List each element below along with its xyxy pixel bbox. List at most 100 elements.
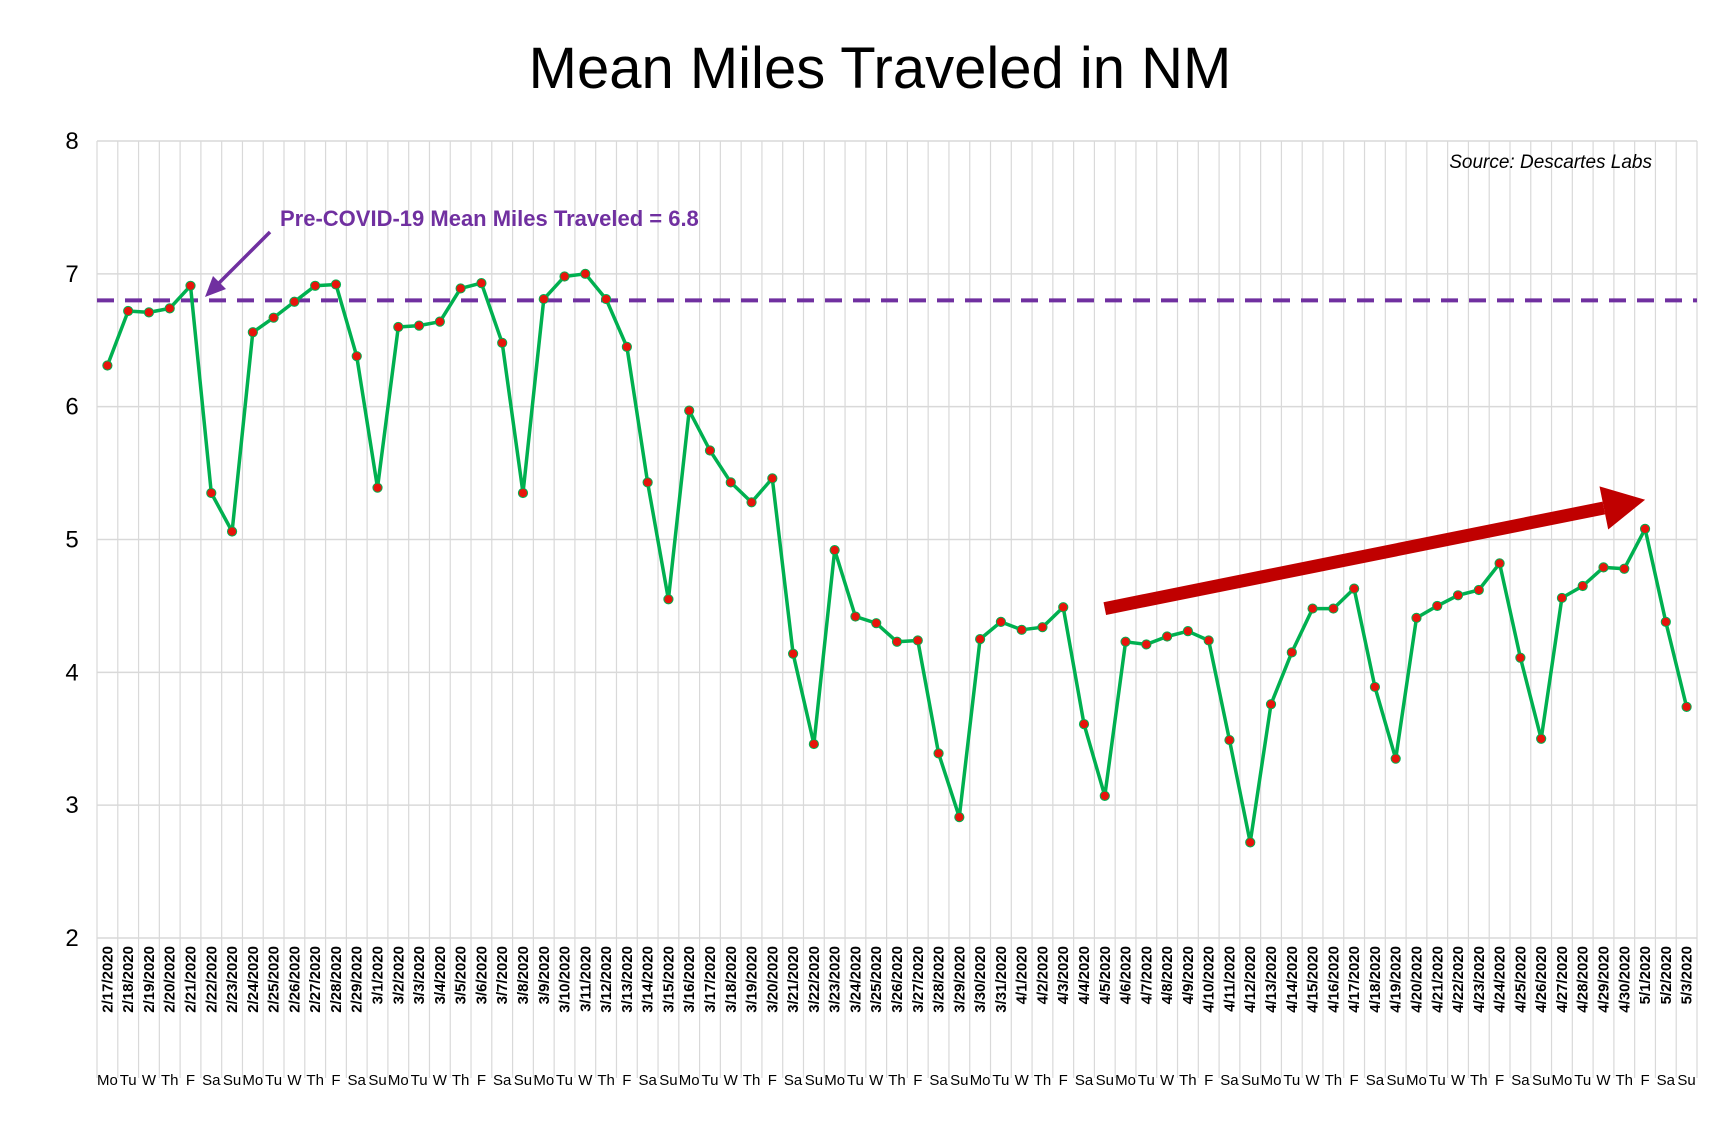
x-tick-label: 3/11/2020 bbox=[577, 946, 594, 1012]
data-point bbox=[1411, 612, 1422, 623]
data-point bbox=[1307, 603, 1318, 614]
x-tick-label: 4/4/2020 bbox=[1076, 946, 1093, 1004]
x-tick-label: 4/14/2020 bbox=[1284, 946, 1301, 1013]
x-tick-label: 3/14/2020 bbox=[640, 946, 657, 1013]
data-point bbox=[580, 268, 591, 279]
day-tick-label: W bbox=[433, 1072, 448, 1089]
day-tick-label: Mo bbox=[1261, 1072, 1282, 1089]
data-point bbox=[351, 351, 362, 362]
data-point bbox=[393, 321, 404, 333]
day-tick-label: Su bbox=[1096, 1072, 1114, 1089]
x-tick-label: 4/19/2020 bbox=[1388, 946, 1405, 1013]
data-point bbox=[123, 305, 134, 317]
day-tick-label: Th bbox=[1616, 1072, 1634, 1089]
data-point bbox=[725, 477, 736, 488]
trend-arrow-shaft bbox=[1103, 501, 1606, 615]
x-tick-label: 3/18/2020 bbox=[723, 946, 740, 1013]
x-tick-label: 4/25/2020 bbox=[1512, 946, 1529, 1013]
data-point bbox=[1494, 558, 1505, 569]
x-tick-label: 3/7/2020 bbox=[494, 946, 511, 1004]
data-point bbox=[1536, 733, 1547, 744]
y-tick-label: 3 bbox=[65, 792, 78, 819]
data-point bbox=[1619, 563, 1630, 574]
day-tick-label: Mo bbox=[97, 1072, 118, 1089]
x-tick-label: 4/1/2020 bbox=[1014, 946, 1031, 1004]
x-tick-label: 5/2/2020 bbox=[1658, 946, 1675, 1004]
day-tick-label: Sa bbox=[638, 1072, 657, 1089]
data-point bbox=[413, 320, 425, 331]
data-point bbox=[1639, 523, 1651, 534]
y-tick-label: 2 bbox=[65, 925, 78, 952]
x-tick-label: 3/25/2020 bbox=[868, 946, 885, 1013]
x-tick-label: 4/15/2020 bbox=[1305, 946, 1322, 1013]
series-line bbox=[105, 272, 1689, 845]
chart-title: Mean Miles Traveled in NM bbox=[529, 36, 1232, 101]
day-tick-label: Th bbox=[306, 1072, 324, 1089]
data-point bbox=[455, 283, 466, 294]
data-point bbox=[102, 360, 113, 371]
data-point bbox=[330, 279, 342, 290]
day-tick-label: Sa bbox=[493, 1072, 512, 1089]
data-point bbox=[1099, 790, 1110, 801]
x-tick-label: 2/29/2020 bbox=[349, 946, 366, 1013]
data-point bbox=[871, 618, 882, 629]
data-point bbox=[1556, 592, 1568, 604]
data-point bbox=[1224, 734, 1235, 746]
day-tick-label: Tu bbox=[847, 1072, 864, 1089]
data-point bbox=[912, 635, 923, 646]
day-tick-label: Su bbox=[805, 1072, 823, 1089]
x-tick-label: 4/23/2020 bbox=[1471, 946, 1488, 1013]
data-point bbox=[621, 341, 632, 352]
data-point bbox=[1120, 636, 1131, 647]
data-point bbox=[185, 280, 196, 291]
x-tick-label: 3/12/2020 bbox=[598, 946, 615, 1013]
x-tick-label: 3/30/2020 bbox=[972, 946, 989, 1013]
day-tick-label: F bbox=[768, 1072, 777, 1089]
day-tick-label: W bbox=[1160, 1072, 1175, 1089]
day-tick-label: Tu bbox=[411, 1072, 428, 1089]
day-tick-label: Su bbox=[950, 1072, 968, 1089]
day-tick-label: Mo bbox=[679, 1072, 700, 1089]
day-tick-label: Su bbox=[514, 1072, 532, 1089]
day-tick-label: Sa bbox=[1075, 1072, 1094, 1089]
y-tick-label: 5 bbox=[65, 527, 78, 554]
x-tick-label: 3/24/2020 bbox=[847, 946, 864, 1013]
x-tick-label: 3/15/2020 bbox=[660, 946, 677, 1013]
data-point bbox=[684, 405, 695, 416]
data-point bbox=[1681, 701, 1692, 712]
day-tick-label: Sa bbox=[1366, 1072, 1385, 1089]
data-point bbox=[559, 271, 570, 282]
x-tick-label: 2/19/2020 bbox=[141, 946, 158, 1013]
data-point bbox=[226, 526, 238, 537]
day-tick-label: Th bbox=[597, 1072, 615, 1089]
day-tick-label: Su bbox=[223, 1072, 241, 1089]
data-point bbox=[1078, 719, 1090, 730]
x-tick-label: 2/22/2020 bbox=[203, 946, 220, 1013]
day-tick-label: Th bbox=[888, 1072, 906, 1089]
x-tick-label: 3/5/2020 bbox=[453, 946, 470, 1004]
day-tick-label: Tu bbox=[1574, 1072, 1591, 1089]
x-tick-label: 3/31/2020 bbox=[993, 946, 1010, 1013]
x-tick-label: 4/27/2020 bbox=[1554, 946, 1571, 1013]
day-tick-label: Su bbox=[1677, 1072, 1695, 1089]
trend-arrowhead bbox=[1599, 486, 1646, 530]
data-point bbox=[1162, 631, 1173, 642]
x-tick-label: 4/6/2020 bbox=[1118, 946, 1135, 1004]
series-group bbox=[102, 268, 1692, 848]
day-tick-label: Th bbox=[452, 1072, 470, 1089]
x-tick-label: 4/29/2020 bbox=[1595, 946, 1612, 1013]
x-tick-label: 4/3/2020 bbox=[1055, 946, 1072, 1004]
day-tick-label: Tu bbox=[702, 1072, 719, 1089]
day-tick-label: Mo bbox=[1552, 1072, 1573, 1089]
x-tick-label: 4/17/2020 bbox=[1346, 946, 1363, 1013]
axes: 2 3 4 5 6 7 8 2/17/2020 Mo 2/18/2020 Tu 2/19/2020 W 2… bbox=[65, 128, 1695, 1089]
x-tick-label: 4/13/2020 bbox=[1263, 946, 1280, 1013]
day-tick-label: F bbox=[1059, 1072, 1068, 1089]
data-point bbox=[1390, 753, 1401, 764]
x-tick-label: 3/2/2020 bbox=[390, 946, 407, 1004]
day-tick-label: Su bbox=[1532, 1072, 1550, 1089]
data-point bbox=[247, 327, 258, 338]
data-point bbox=[538, 293, 549, 305]
data-point bbox=[143, 307, 155, 318]
reference-line-label: Pre-COVID-19 Mean Miles Traveled = 6.8 bbox=[280, 206, 699, 231]
